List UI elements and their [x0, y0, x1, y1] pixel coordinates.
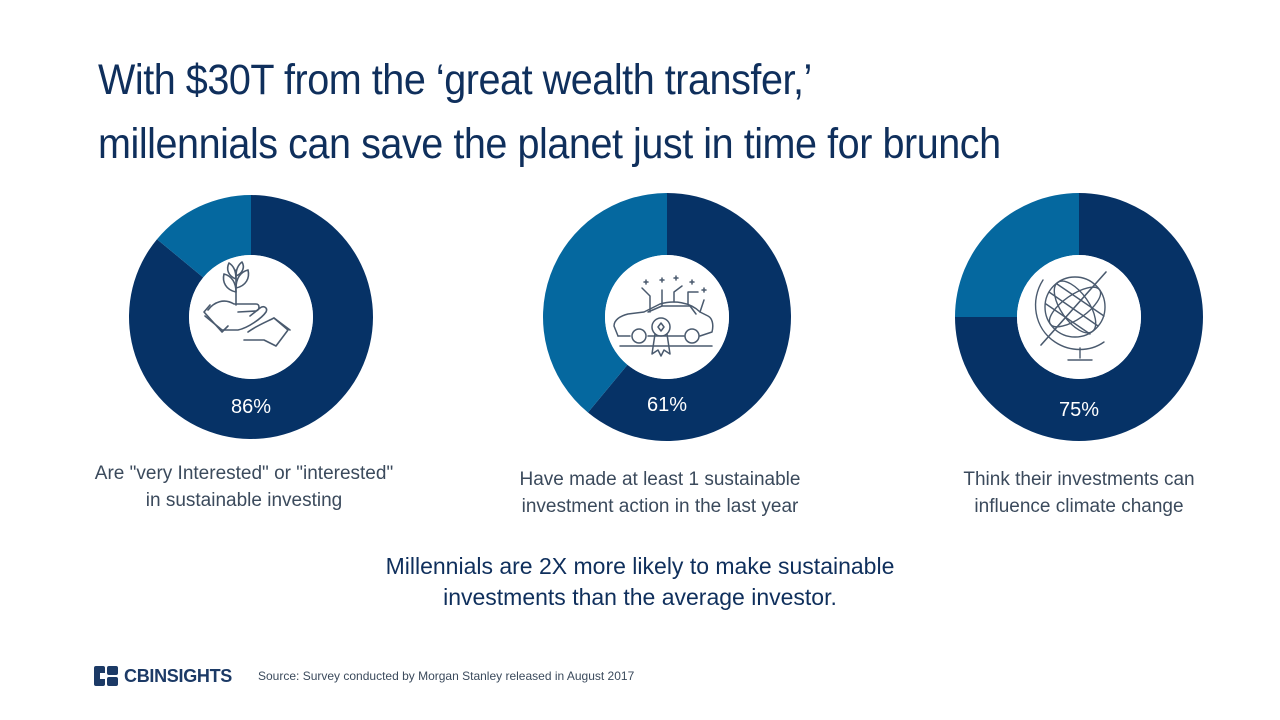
hand-plant-icon	[203, 261, 291, 347]
title-line-2: millennials can save the planet just in …	[98, 120, 1001, 168]
donut-1-caption-line-2: in sustainable investing	[145, 490, 343, 511]
page-title: With $30T from the ‘great wealth transfe…	[98, 48, 1156, 176]
donut-3-value-label: 75%	[1059, 399, 1099, 421]
donut-1-center	[189, 255, 313, 379]
donut-1-slice-2	[156, 195, 251, 278]
donut-1-value-label: 86%	[231, 396, 271, 418]
donut-1-caption: Are "very Interested" or "interested" in…	[64, 460, 424, 514]
donut-3-caption-line-2: influence climate change	[974, 496, 1184, 517]
source-note: Source: Survey conducted by Morgan Stanl…	[258, 669, 635, 683]
globe-icon	[1034, 271, 1107, 361]
donut-3-slice-1	[955, 193, 1203, 441]
takeaway-line-1: Millennials are 2X more likely to make s…	[385, 553, 895, 579]
donut-1-slice-1	[129, 195, 373, 439]
donut-2-caption: Have made at least 1 sustainable investm…	[480, 466, 840, 520]
donut-3-slice-2	[955, 193, 1079, 317]
donut-chart-3	[955, 193, 1203, 441]
key-takeaway: Millennials are 2X more likely to make s…	[340, 551, 940, 613]
donut-1-caption-line-1: Are "very Interested" or "interested"	[94, 463, 394, 484]
donut-2-slice-1	[587, 193, 791, 441]
donut-chart-2	[542, 193, 791, 441]
cb-insights-logo: CBINSIGHTS	[94, 665, 232, 687]
donut-chart-1	[129, 195, 373, 439]
donut-2-center	[605, 255, 729, 379]
logo-wordmark: CBINSIGHTS	[124, 665, 233, 686]
donut-2-caption-line-1: Have made at least 1 sustainable	[519, 469, 801, 490]
electric-car-icon	[613, 275, 714, 357]
takeaway-line-2: investments than the average investor.	[443, 584, 837, 610]
donut-3-caption-line-1: Think their investments can	[963, 469, 1195, 490]
donut-2-value-label: 61%	[647, 394, 687, 416]
cb-logo-mark-icon	[94, 666, 118, 686]
donut-3-center	[1017, 255, 1141, 379]
title-line-1: With $30T from the ‘great wealth transfe…	[98, 56, 812, 104]
donut-2-caption-line-2: investment action in the last year	[521, 496, 799, 517]
donut-2-slice-2	[542, 193, 667, 413]
donut-3-caption: Think their investments can influence cl…	[899, 466, 1259, 520]
